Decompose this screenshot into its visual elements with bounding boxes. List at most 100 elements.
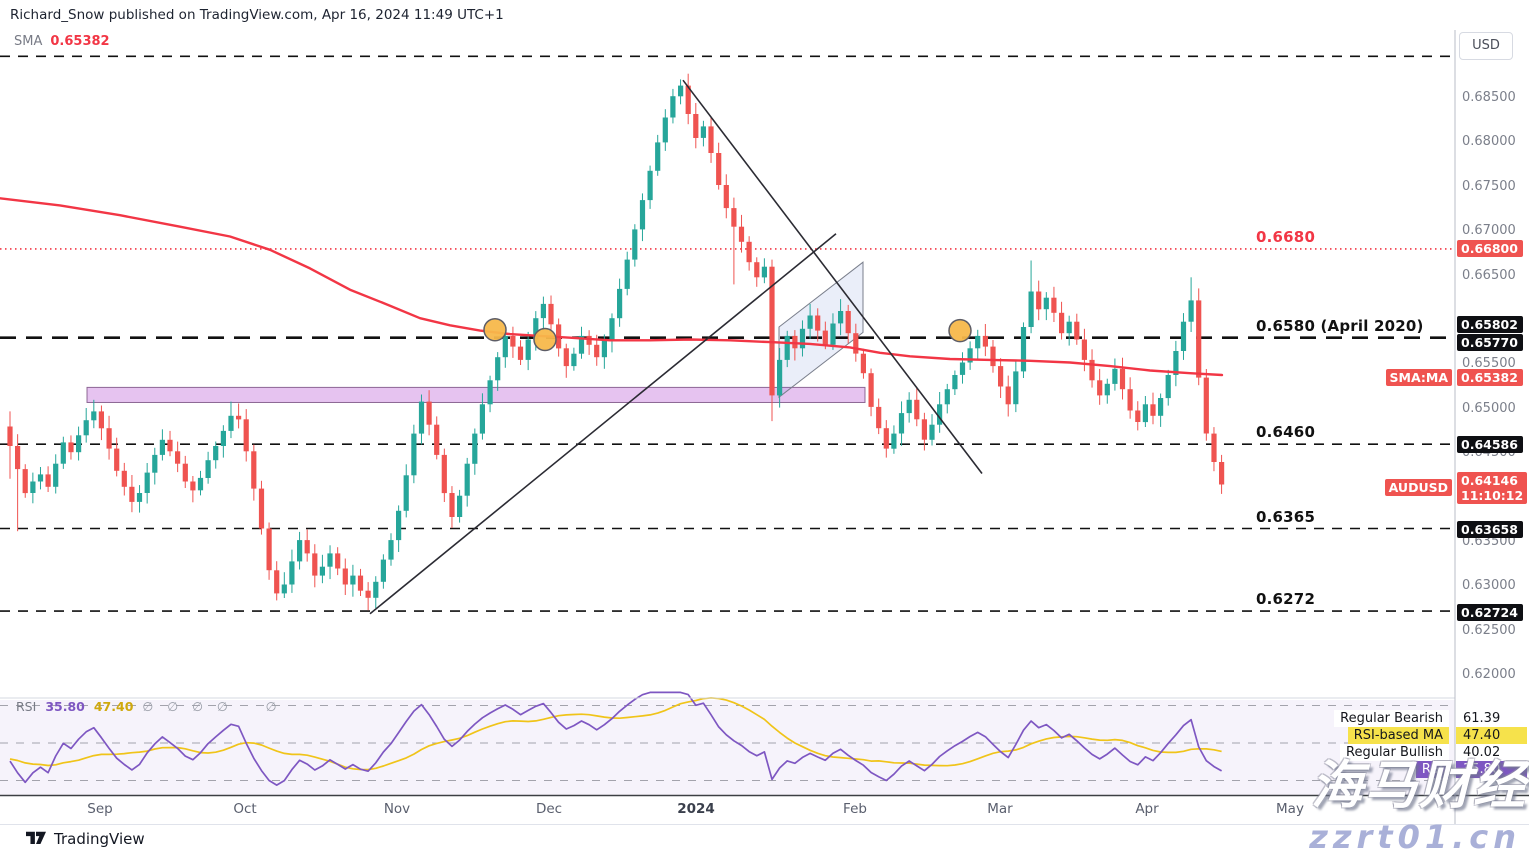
candle-body	[68, 442, 74, 453]
candle-body	[937, 404, 943, 425]
candle-body	[76, 435, 82, 453]
candle-body	[1005, 386, 1011, 405]
candle-body	[807, 315, 813, 329]
candle-body	[838, 311, 844, 324]
candle-body	[1203, 377, 1209, 434]
candle-body	[571, 353, 577, 367]
candle-body	[1135, 410, 1141, 422]
candle-body	[624, 259, 630, 289]
candle-body	[1043, 297, 1049, 310]
rsi-line	[9, 691, 1223, 786]
candle-body	[159, 439, 165, 455]
candle-body	[1028, 291, 1034, 327]
candle-body	[678, 85, 684, 97]
candle-body	[213, 446, 219, 461]
candle-body	[670, 96, 676, 118]
candle-body	[411, 433, 417, 476]
candle-body	[83, 420, 89, 436]
candle-body	[1165, 375, 1171, 399]
candle-body	[784, 335, 790, 360]
candle-body	[708, 126, 714, 153]
byline: Richard_Snow published on TradingView.co…	[10, 7, 504, 23]
candle-body	[312, 553, 318, 576]
currency-button[interactable]: USD	[1459, 32, 1513, 60]
candle-body	[457, 495, 463, 517]
candle-body	[464, 463, 470, 496]
circle-annotation	[483, 317, 507, 342]
candle-body	[906, 399, 912, 414]
candle-body	[205, 460, 211, 478]
candle-body	[609, 318, 615, 341]
candle-body	[1142, 404, 1148, 423]
candle-body	[1188, 300, 1194, 322]
candle-body	[1127, 389, 1133, 411]
candle-body	[396, 510, 402, 541]
candle-body	[952, 375, 958, 390]
candle-body	[1059, 312, 1065, 334]
candle-body	[860, 353, 866, 374]
candle-body	[586, 335, 592, 345]
rsi-legend[interactable]: RSI 35.80 47.40 ∅ ∅ ∅ ∅ ∅	[16, 699, 279, 714]
candle-body	[799, 328, 806, 349]
candle-body	[578, 335, 585, 354]
candle-body	[426, 401, 432, 425]
candle-body	[114, 448, 120, 471]
candle-body	[304, 540, 310, 554]
tradingview-footer[interactable]: TradingView	[26, 830, 145, 848]
candle-body	[1051, 297, 1057, 313]
candle-body	[944, 389, 950, 405]
candle-body	[967, 348, 973, 363]
sma-legend-label: SMA	[14, 34, 43, 49]
rsi-legend-empty-values: ∅ ∅ ∅ ∅ ∅	[142, 699, 279, 714]
price-axis[interactable]	[1455, 30, 1529, 795]
candle-body	[533, 318, 539, 340]
candle-body	[1066, 321, 1072, 334]
candle-body	[830, 323, 836, 345]
candle-body	[929, 424, 935, 440]
candle-body	[1180, 321, 1187, 351]
circle-annotation	[948, 318, 972, 343]
candle-body	[152, 454, 158, 473]
candle-body	[479, 404, 485, 434]
candle-body	[37, 474, 44, 482]
candle-body	[959, 362, 966, 375]
tradingview-brand-text: TradingView	[54, 830, 145, 848]
candle-body	[914, 399, 920, 420]
candle-body	[403, 475, 409, 511]
candle-body	[517, 346, 524, 360]
candle-body	[525, 339, 531, 360]
candle-body	[1196, 300, 1202, 378]
candle-body	[22, 469, 28, 494]
candle-body	[982, 335, 988, 347]
candle-body	[258, 488, 265, 529]
candle-body	[723, 185, 729, 209]
candle-body	[434, 424, 440, 455]
candle-body	[754, 262, 760, 278]
candle-body	[373, 581, 379, 598]
candle-body	[510, 335, 516, 347]
candle-body	[1013, 371, 1019, 405]
candle-body	[1081, 339, 1087, 360]
candle-body	[502, 335, 508, 358]
candle-body	[7, 426, 13, 446]
candle-body	[1036, 291, 1042, 310]
candle-body	[472, 433, 478, 464]
rsi-pane-background	[0, 700, 1455, 795]
candle-body	[53, 463, 59, 487]
candle-body	[1020, 327, 1027, 372]
candle-body	[297, 540, 303, 562]
candle-body	[822, 330, 828, 345]
sma-legend-value: 0.65382	[50, 34, 110, 49]
sma-legend[interactable]: SMA 0.65382	[14, 34, 110, 49]
candle-body	[883, 428, 889, 449]
candle-body	[738, 226, 745, 242]
candle-body	[769, 266, 775, 396]
rsi-ma-line	[9, 697, 1222, 771]
candle-body	[548, 303, 554, 325]
time-axis[interactable]	[0, 796, 1455, 824]
candle-body	[15, 446, 21, 470]
candle-body	[647, 170, 653, 201]
candle-body	[167, 439, 173, 452]
candle-body	[449, 493, 455, 517]
